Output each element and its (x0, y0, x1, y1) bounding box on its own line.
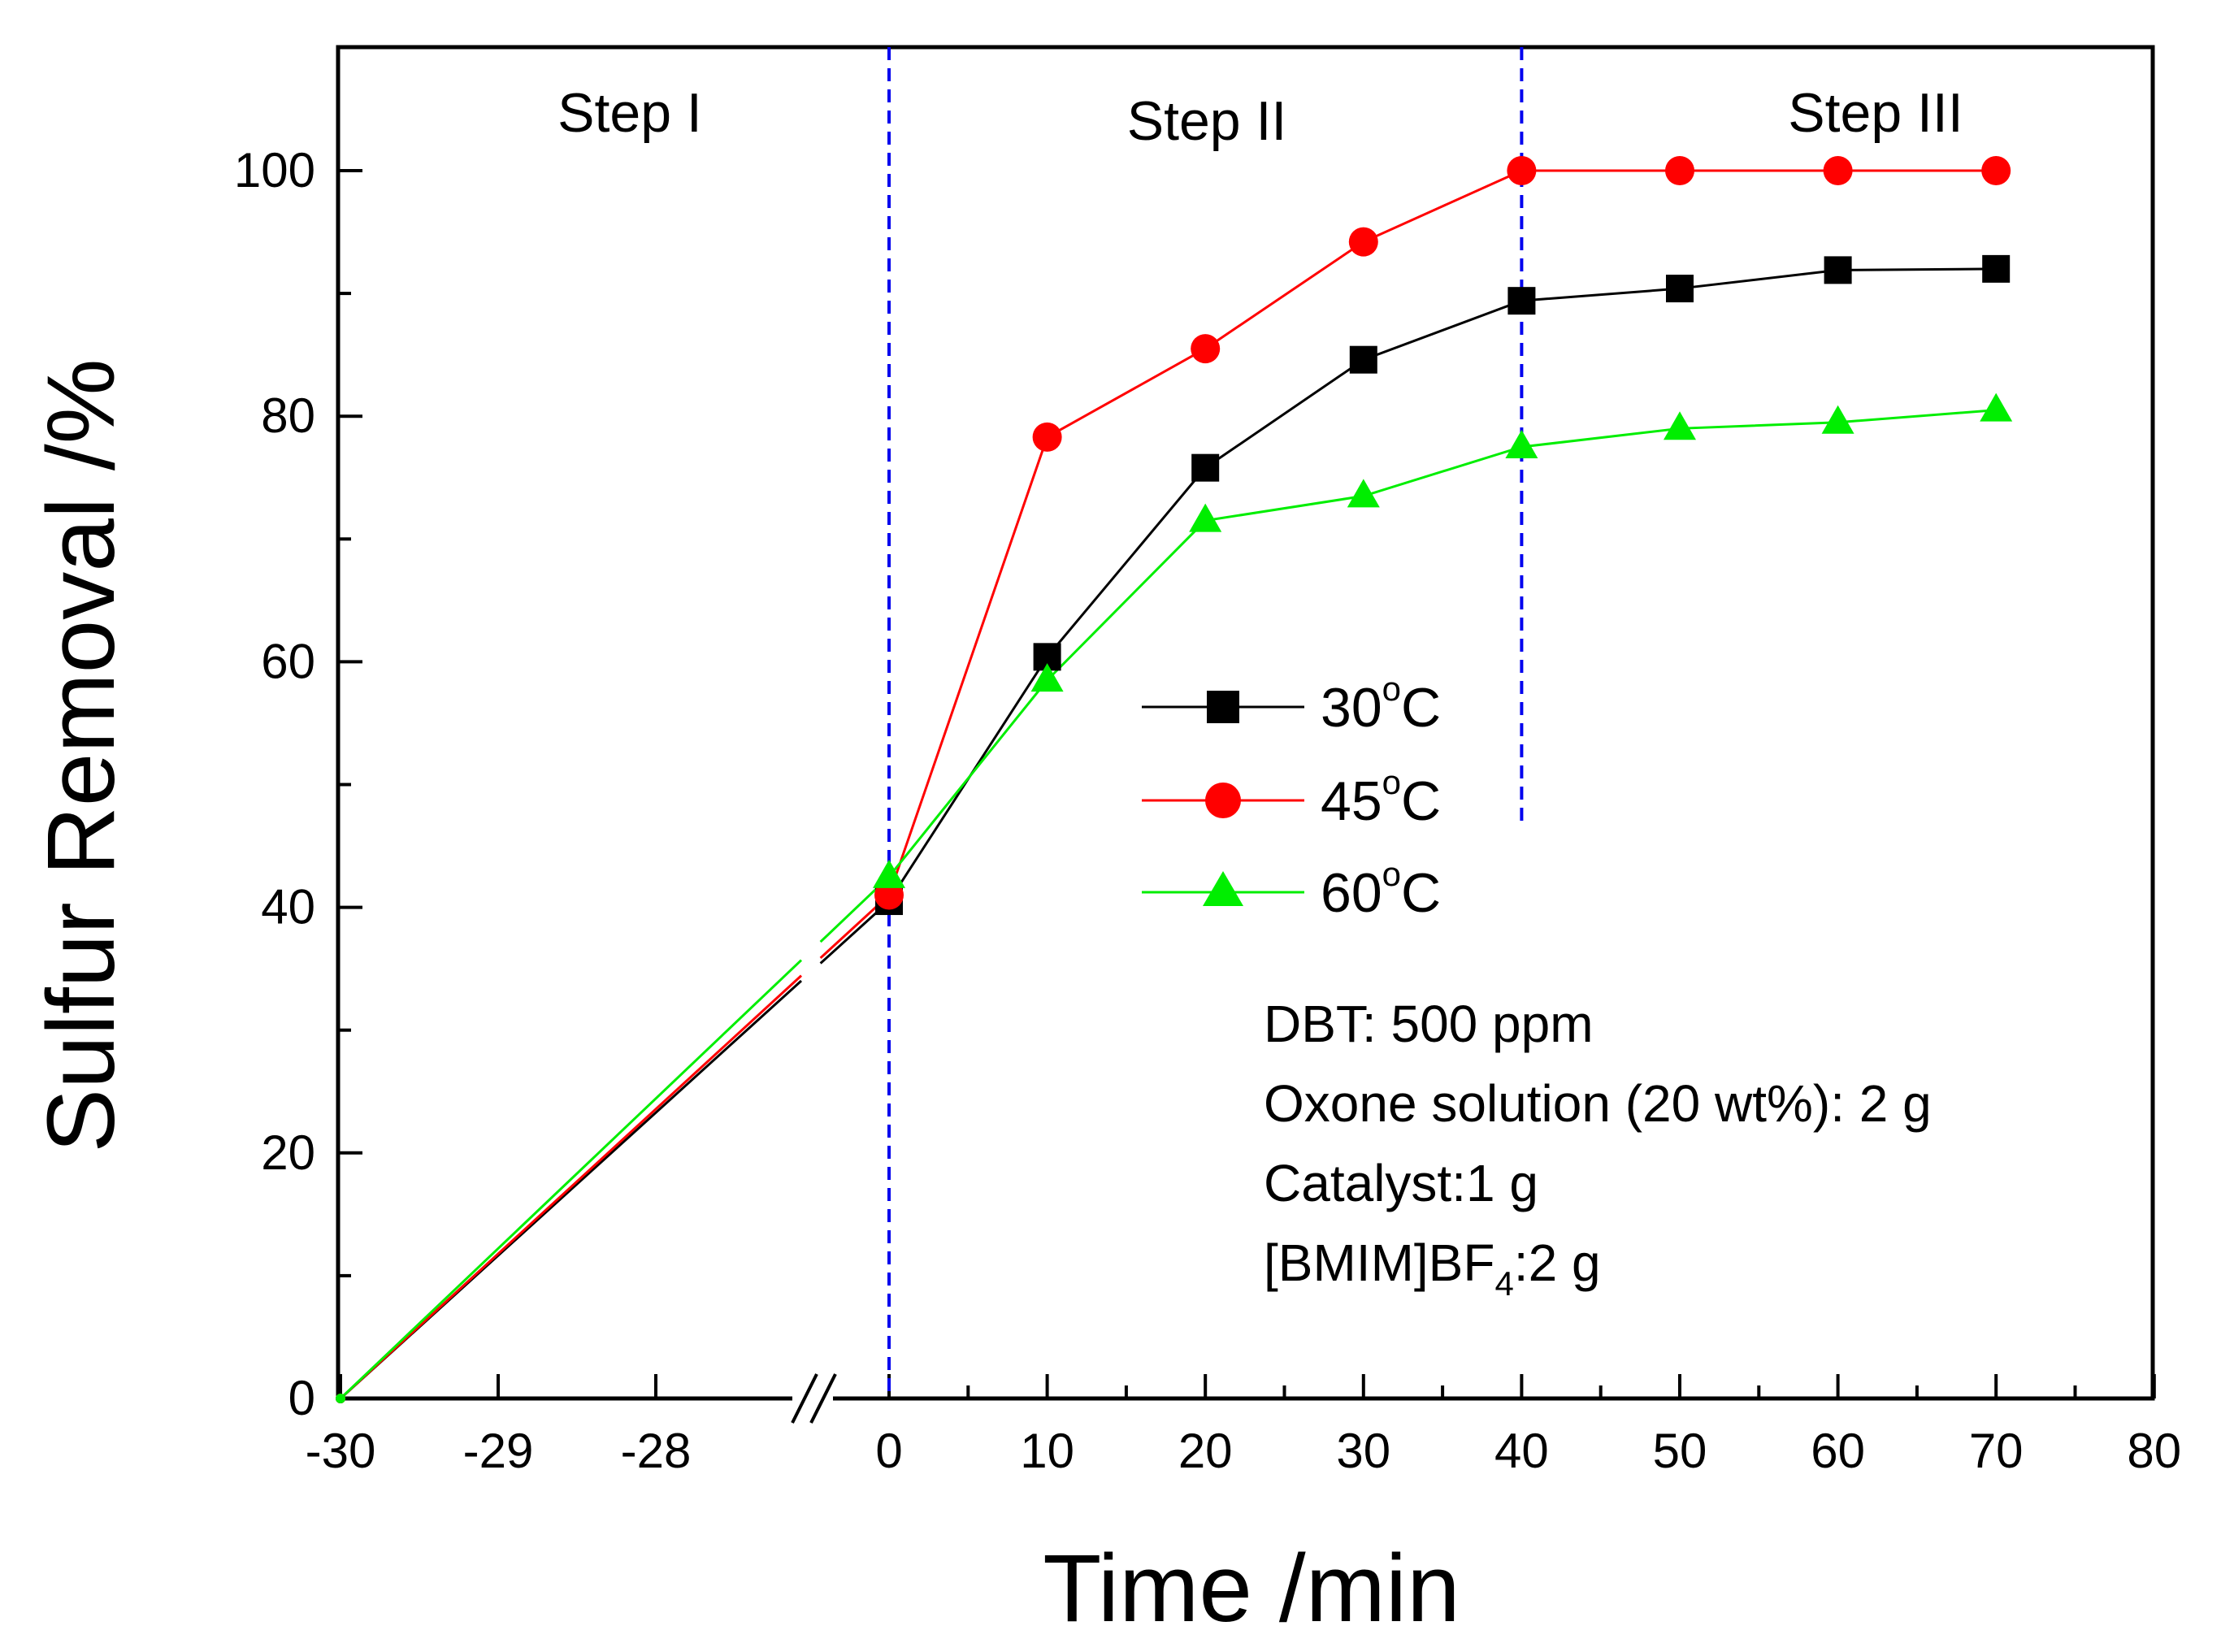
series-line (887, 267, 1997, 902)
data-point-square (1824, 256, 1852, 284)
data-point-circle (1507, 156, 1537, 185)
x-tick-label: 60 (1811, 1424, 1865, 1478)
x-axis-title: Time /min (1043, 1535, 1460, 1642)
x-tick-label: 0 (875, 1424, 902, 1478)
axis-break-slash (791, 1373, 818, 1424)
legend-marker-triangle (1203, 871, 1243, 906)
x-tick-label: 50 (1653, 1424, 1707, 1478)
data-point-triangle (1189, 503, 1222, 532)
series-markers (336, 156, 2013, 1403)
y-tick-label: 80 (261, 388, 315, 443)
x-tick-label: -28 (621, 1424, 692, 1478)
legend: 30oC 45oC 60oC (1142, 670, 1441, 924)
legend-label-30: 30oC (1321, 670, 1441, 739)
x-tick-label: 40 (1494, 1424, 1549, 1478)
note-dbt: DBT: 500 ppm (1264, 995, 1594, 1053)
series-line-segment (339, 959, 803, 1400)
data-point-triangle (1347, 479, 1380, 508)
data-point-circle (1191, 334, 1221, 364)
conditions-annotation: DBT: 500 ppm Oxone solution (20 wt%): 2 … (1264, 995, 1932, 1303)
axis-break-slash (809, 1373, 837, 1424)
data-point-square (1349, 345, 1377, 374)
plot-frame (336, 45, 2155, 1401)
data-point-triangle (1664, 411, 1696, 440)
note-catalyst: Catalyst:1 g (1264, 1154, 1538, 1212)
axis-ticks (338, 169, 2156, 1400)
series-lines (339, 169, 1997, 1400)
x-tick-label: 70 (1969, 1424, 2024, 1478)
series-line (887, 169, 1997, 895)
series-line (887, 409, 1997, 878)
x-tick-label: 10 (1020, 1424, 1074, 1478)
data-point-circle (1348, 227, 1378, 257)
legend-label-60: 60oC (1321, 855, 1441, 924)
y-tick-label: 0 (288, 1371, 315, 1425)
note-ionic-liquid: [BMIM]BF4:2 g (1264, 1234, 1601, 1303)
legend-marker-circle (1205, 783, 1241, 818)
data-point-triangle (873, 859, 905, 888)
series-line-segment (339, 974, 803, 1400)
data-point-circle (1981, 156, 2011, 185)
step-3-label: Step III (1788, 82, 1963, 144)
data-point-square (1982, 254, 2011, 283)
step-1-label: Step I (557, 82, 702, 144)
x-tick-label: 80 (2127, 1424, 2181, 1478)
x-tick-label: 30 (1336, 1424, 1390, 1478)
y-axis-title: Sulfur Removal /% (28, 358, 135, 1152)
x-tick-label: 20 (1178, 1424, 1233, 1478)
data-point-circle (1665, 156, 1694, 185)
data-point-triangle (1505, 429, 1538, 458)
axis-break-symbol (791, 1373, 837, 1424)
y-tick-label: 20 (261, 1125, 315, 1180)
data-point-triangle (1821, 405, 1854, 434)
y-tick-labels: 0 20 40 60 80 100 (234, 143, 315, 1425)
data-point-circle (1032, 422, 1062, 452)
x-tick-label: -30 (306, 1424, 376, 1478)
legend-label-45: 45oC (1321, 763, 1441, 832)
data-point-square (1191, 453, 1220, 482)
y-tick-label: 40 (261, 880, 315, 934)
y-tick-label: 60 (261, 634, 315, 688)
note-oxone: Oxone solution (20 wt%): 2 g (1264, 1074, 1932, 1133)
data-point-triangle (1980, 392, 2013, 422)
legend-marker-square (1207, 691, 1239, 723)
data-point-circle (1823, 156, 1853, 185)
data-point-square (1666, 275, 1694, 303)
data-point-triangle (1030, 663, 1064, 692)
x-tick-labels: -30 -29 -28 0 10 20 30 40 50 60 70 80 (306, 1424, 2182, 1478)
step-2-label: Step II (1127, 90, 1287, 152)
data-point-square (1507, 287, 1536, 315)
data-point (336, 1394, 345, 1403)
y-tick-label: 100 (234, 143, 315, 197)
x-tick-label: -29 (463, 1424, 534, 1478)
